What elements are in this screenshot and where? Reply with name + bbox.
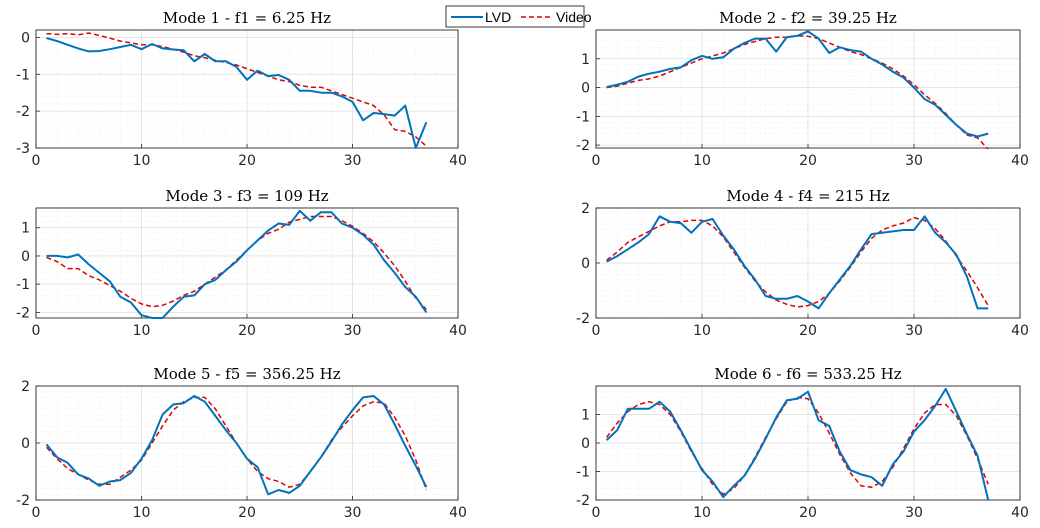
legend-box [445,5,585,28]
subplot-title: Mode 6 - f6 = 533.25 Hz [714,365,901,383]
series-line-lvd [606,30,989,138]
x-tick-label: 0 [592,323,601,339]
series-line-lvd [46,37,428,149]
y-tick-label: 1 [21,221,30,237]
x-tick-label: 10 [693,505,711,521]
y-tick-label: -2 [576,493,590,509]
y-tick-label: 2 [581,201,590,217]
y-tick-label: -1 [576,109,590,125]
y-tick-label: -2 [16,493,30,509]
x-tick-label: 0 [32,323,41,339]
y-tick-label: 0 [21,436,30,452]
x-tick-label: 20 [799,505,817,521]
y-tick-label: -2 [16,104,30,120]
x-tick-label: 30 [905,323,923,339]
y-tick-label: 0 [21,30,30,46]
legend-label-lvd: LVD [485,9,511,25]
x-tick-label: 0 [32,153,41,169]
y-tick-label: -2 [16,305,30,321]
x-tick-label: 20 [238,323,256,339]
x-tick-label: 40 [449,323,467,339]
series-line-lvd [46,209,428,319]
x-tick-label: 30 [344,323,362,339]
x-tick-label: 0 [32,505,41,521]
x-tick-label: 20 [238,153,256,169]
x-tick-label: 40 [1011,323,1029,339]
x-tick-label: 20 [799,153,817,169]
y-tick-label: 1 [581,52,590,68]
x-tick-label: 20 [238,505,256,521]
x-tick-label: 10 [693,153,711,169]
x-tick-label: 30 [344,505,362,521]
x-tick-label: 0 [592,505,601,521]
x-tick-label: 20 [799,323,817,339]
y-tick-label: -1 [576,465,590,481]
y-tick-label: 1 [581,408,590,424]
x-tick-label: 0 [592,153,601,169]
x-tick-label: 40 [1011,505,1029,521]
x-tick-label: 30 [905,505,923,521]
series-line-video [606,35,989,149]
y-tick-label: -1 [16,277,30,293]
subplot-title: Mode 1 - f1 = 6.25 Hz [163,9,331,27]
x-tick-label: 30 [344,153,362,169]
y-tick-label: 2 [21,379,30,395]
y-tick-label: -3 [16,141,30,157]
x-tick-label: 10 [133,153,151,169]
series-line-video [606,216,989,308]
y-tick-label: -2 [576,311,590,327]
subplot-title: Mode 4 - f4 = 215 Hz [726,187,889,205]
x-tick-label: 10 [133,323,151,339]
legend: LVD Video [445,5,592,28]
x-tick-label: 10 [133,505,151,521]
y-tick-label: 0 [581,436,590,452]
series-line-lvd [45,395,428,496]
x-tick-label: 40 [1011,153,1029,169]
series-line-lvd [606,215,989,310]
y-tick-label: -2 [576,138,590,154]
y-tick-label: 0 [581,81,590,97]
x-tick-label: 30 [905,153,923,169]
x-tick-label: 40 [449,505,467,521]
x-tick-label: 40 [449,153,467,169]
y-tick-label: -1 [16,67,30,83]
subplot-title: Mode 3 - f3 = 109 Hz [165,187,328,205]
subplot-title: Mode 2 - f2 = 39.25 Hz [719,9,897,27]
y-tick-label: 0 [581,256,590,272]
series-line-video [605,396,989,496]
legend-label-video: Video [556,9,592,25]
subplot-title: Mode 5 - f5 = 356.25 Hz [153,365,340,383]
series-line-lvd [605,387,990,501]
x-tick-label: 10 [693,323,711,339]
subplot-mode-1: 0 10 20 30 40 0 -1 -2 -3 Mode 1 - f1 = 6.25 Hz [16,9,467,169]
y-tick-label: 0 [21,249,30,265]
series-line-video [46,32,427,147]
